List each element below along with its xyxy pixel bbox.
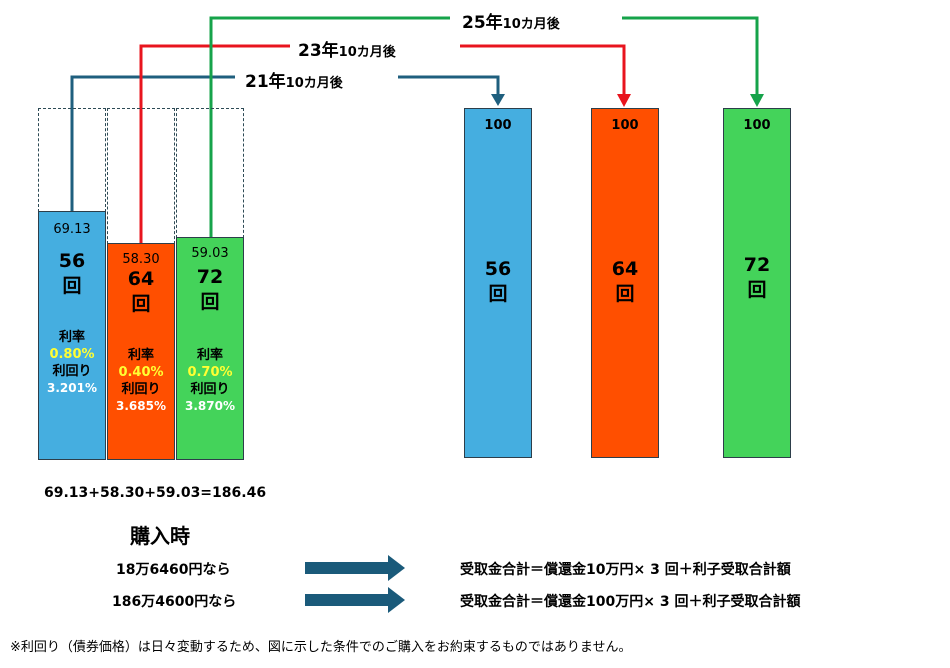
price: 59.03: [191, 246, 229, 261]
connector-25y: [209, 16, 764, 237]
redemption-bar-56: 100 56 回: [464, 108, 532, 458]
row-amount: 186万4600円なら: [112, 594, 237, 610]
face-value-outline: [176, 108, 244, 238]
sum-text: 69.13+58.30+59.03=186.46: [44, 485, 267, 501]
purchase-heading: 購入時: [130, 524, 190, 548]
purchase-bar-72: 59.03 72 回 利率 0.70% 利回り 3.870%: [176, 237, 244, 460]
row-amount: 18万6460円なら: [116, 562, 231, 578]
purchase-bar-56: 69.13 56 回 利率 0.80% 利回り 3.201%: [38, 211, 106, 460]
connector-23y: [139, 44, 631, 243]
face-value-outline: [38, 108, 106, 212]
face-value-outline: [107, 108, 175, 244]
label-23y: 23年10カ月後: [298, 41, 396, 61]
price: 58.30: [122, 252, 160, 267]
price: 69.13: [53, 222, 91, 237]
row-result: 受取金合計＝償還金100万円× 3 回＋利子受取合計額: [460, 594, 801, 610]
redemption-bar-72: 100 72 回: [723, 108, 791, 458]
purchase-bar-64: 58.30 64 回 利率 0.40% 利回り 3.685%: [107, 243, 175, 460]
arrow-row-1: [305, 555, 405, 581]
label-21y: 21年10カ月後: [245, 72, 343, 92]
connector-21y: [70, 75, 505, 211]
redemption-bar-64: 100 64 回: [591, 108, 659, 458]
footnote: ※利回り（債券価格）は日々変動するため、図に示した条件でのご購入をお約束するもの…: [10, 640, 632, 655]
label-25y: 25年10カ月後: [462, 13, 560, 33]
row-result: 受取金合計＝償還金10万円× 3 回＋利子受取合計額: [460, 562, 791, 578]
arrow-row-2: [305, 587, 405, 613]
